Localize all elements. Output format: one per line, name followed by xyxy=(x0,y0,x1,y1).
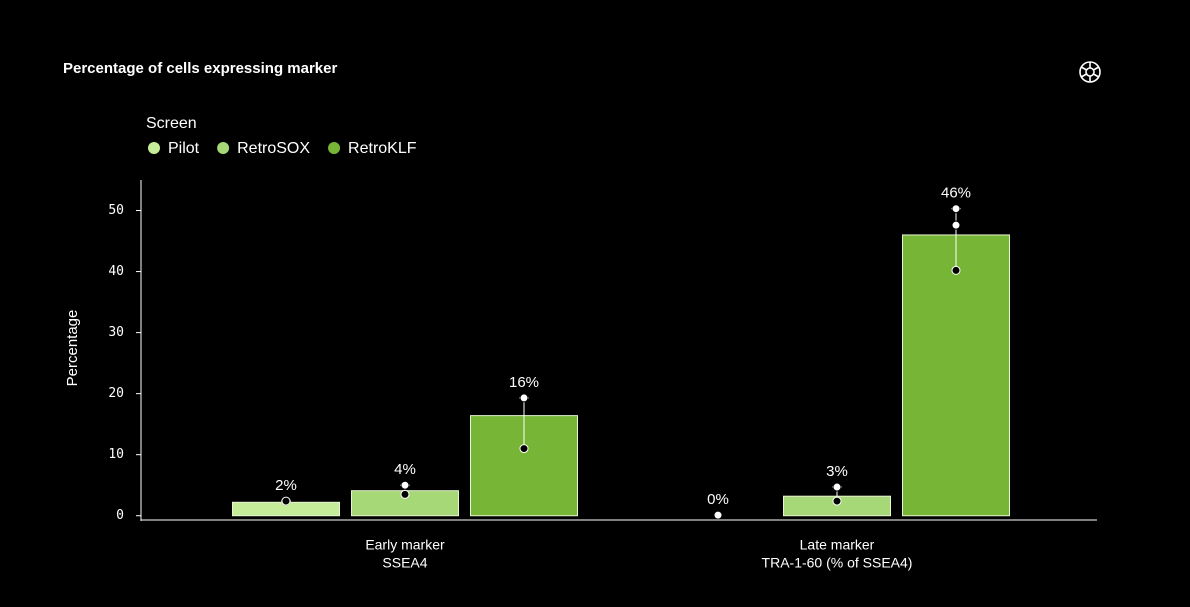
x-tick-label: Early marker xyxy=(365,537,445,553)
value-label: 0% xyxy=(707,491,729,508)
legend-marker xyxy=(217,142,230,154)
y-tick-label: 0 xyxy=(116,508,124,523)
data-point xyxy=(400,480,410,490)
data-point xyxy=(281,496,291,506)
value-label: 16% xyxy=(509,374,539,391)
data-point xyxy=(519,393,529,403)
data-point xyxy=(951,204,961,214)
y-tick-label: 50 xyxy=(108,203,124,218)
data-point xyxy=(713,510,723,520)
value-label: 46% xyxy=(941,185,971,202)
data-point xyxy=(951,265,961,275)
data-point xyxy=(832,482,842,492)
y-tick-label: 30 xyxy=(108,325,124,340)
x-tick-label: SSEA4 xyxy=(382,555,427,571)
legend-marker xyxy=(148,142,160,154)
logo xyxy=(1079,61,1101,83)
data-point xyxy=(832,496,842,506)
value-label: 3% xyxy=(826,463,848,480)
value-label: 4% xyxy=(394,461,416,478)
legend-label: RetroSOX xyxy=(237,140,310,157)
value-label: 2% xyxy=(275,477,297,494)
x-tick-label: Late marker xyxy=(800,537,875,553)
y-tick-label: 10 xyxy=(108,447,124,462)
chart-title: Percentage of cells expressing marker xyxy=(63,60,337,77)
legend-title: Screen xyxy=(146,115,197,132)
y-tick-label: 20 xyxy=(108,386,124,401)
y-tick-label: 40 xyxy=(108,264,124,279)
x-tick-label: TRA-1-60 (% of SSEA4) xyxy=(762,555,913,571)
y-axis-label: Percentage xyxy=(64,310,81,387)
legend-marker xyxy=(328,142,341,154)
data-point xyxy=(400,489,410,499)
legend-label: RetroKLF xyxy=(348,140,417,157)
data-point xyxy=(951,220,961,230)
legend-label: Pilot xyxy=(168,140,200,157)
data-point xyxy=(519,444,529,454)
bar xyxy=(902,234,1010,517)
